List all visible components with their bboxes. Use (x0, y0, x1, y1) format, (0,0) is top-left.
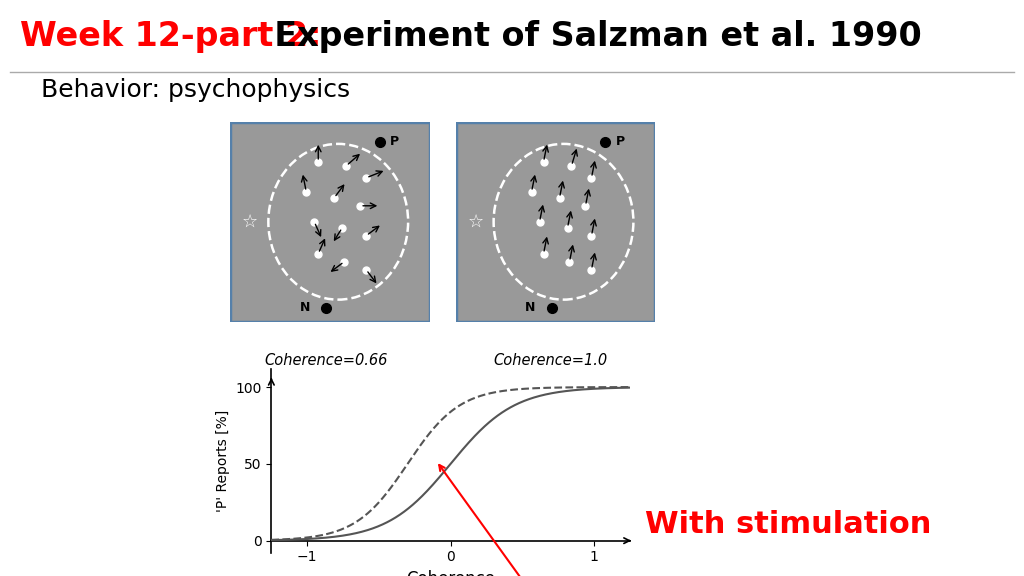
Text: With stimulation: With stimulation (645, 510, 932, 539)
Text: Coherence=1.0: Coherence=1.0 (494, 353, 608, 367)
Text: ☆: ☆ (243, 213, 258, 231)
X-axis label: Coherence: Coherence (407, 570, 495, 576)
Text: Behavior: psychophysics: Behavior: psychophysics (41, 78, 350, 102)
Text: P: P (390, 135, 399, 149)
Text: N: N (525, 301, 536, 314)
Y-axis label: 'P' Reports [%]: 'P' Reports [%] (216, 410, 229, 512)
Text: P: P (615, 135, 625, 149)
Text: ☆: ☆ (468, 213, 483, 231)
Text: Experiment of Salzman et al. 1990: Experiment of Salzman et al. 1990 (251, 20, 922, 53)
Text: N: N (300, 301, 310, 314)
Text: Coherence=0.66: Coherence=0.66 (264, 353, 387, 367)
Text: Week 12-part 2:: Week 12-part 2: (20, 20, 322, 53)
